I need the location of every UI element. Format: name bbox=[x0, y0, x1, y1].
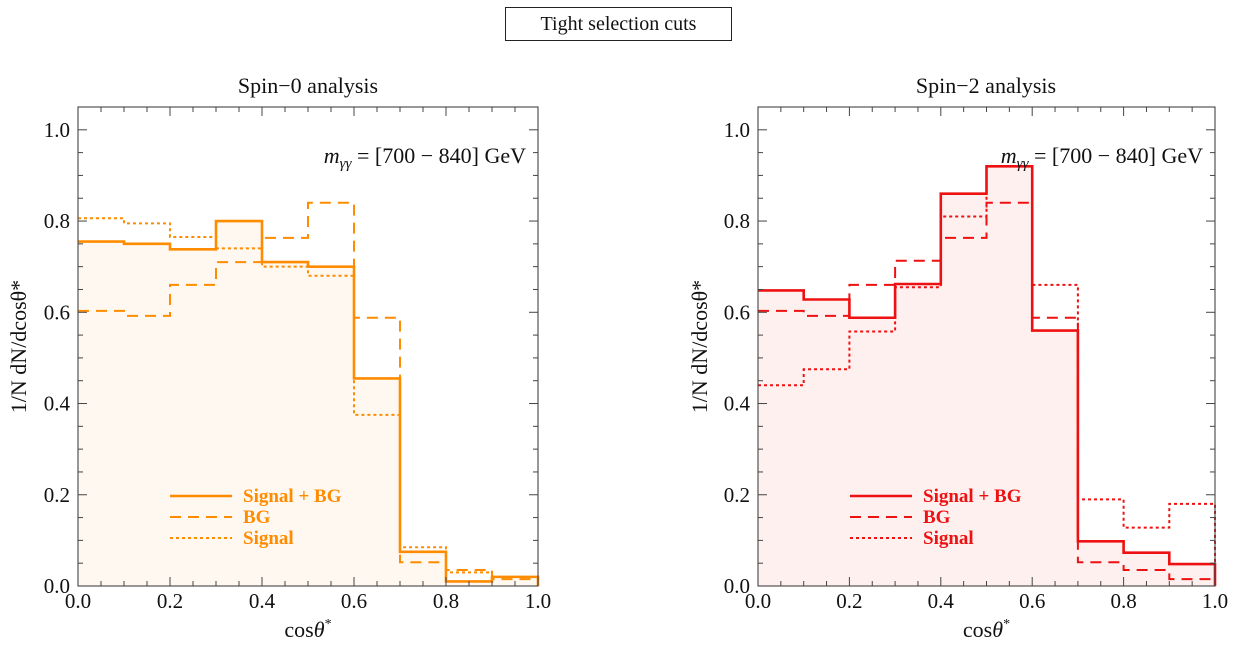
x-axis-label: cosθ* bbox=[284, 617, 331, 642]
y-axis-label: 1/N dN/dcosθ* bbox=[6, 280, 31, 413]
y-tick-label: 0.4 bbox=[44, 392, 71, 416]
legend-label: Signal + BG bbox=[243, 486, 342, 507]
header-box: Tight selection cuts bbox=[505, 7, 732, 41]
legend-label: Signal + BG bbox=[923, 486, 1022, 507]
header-title: Tight selection cuts bbox=[540, 12, 697, 35]
mass-window-annotation: mγγ = [700 − 840] GeV bbox=[1001, 143, 1203, 172]
x-tick-label: 1.0 bbox=[1202, 589, 1228, 613]
x-tick-label: 0.0 bbox=[65, 589, 91, 613]
x-tick-label: 0.4 bbox=[928, 589, 955, 613]
x-tick-label: 0.6 bbox=[1019, 589, 1045, 613]
series-line-signal-bg bbox=[758, 165, 1217, 586]
y-tick-label: 0.2 bbox=[44, 483, 70, 507]
x-axis-label: cosθ* bbox=[963, 617, 1010, 642]
y-tick-label: 0.8 bbox=[724, 209, 750, 233]
y-tick-label: 0.2 bbox=[724, 483, 750, 507]
x-tick-label: 0.2 bbox=[836, 589, 862, 613]
x-tick-label: 1.0 bbox=[525, 589, 551, 613]
x-tick-label: 0.0 bbox=[745, 589, 771, 613]
y-tick-label: 1.0 bbox=[724, 118, 750, 142]
x-tick-label: 0.8 bbox=[433, 589, 459, 613]
series-line-bg bbox=[78, 201, 539, 586]
panel-title: Spin−2 analysis bbox=[916, 73, 1056, 98]
y-tick-label: 0.0 bbox=[724, 574, 750, 598]
y-tick-label: 0.6 bbox=[44, 300, 70, 324]
mass-window-annotation: mγγ = [700 − 840] GeV bbox=[324, 143, 526, 172]
legend-label: BG bbox=[243, 507, 271, 528]
y-tick-label: 0.4 bbox=[724, 392, 751, 416]
panel-title: Spin−0 analysis bbox=[238, 73, 378, 98]
chart-panel-1: Spin−2 analysis 0.0 0.2 0.4 0.6 0.8 1.0 0.0 0.2 0… bbox=[687, 73, 1228, 642]
series-line-signal bbox=[78, 217, 539, 586]
y-tick-label: 0.0 bbox=[44, 574, 70, 598]
x-tick-label: 0.8 bbox=[1110, 589, 1136, 613]
area-fill bbox=[758, 166, 1215, 587]
legend-label: Signal bbox=[923, 528, 974, 549]
chart-panel-0: Spin−0 analysis 0.0 0.2 0.4 0.6 0.8 1.0 0.0 0.2 0… bbox=[6, 73, 551, 642]
x-tick-label: 0.6 bbox=[341, 589, 367, 613]
legend-label: BG bbox=[923, 507, 951, 528]
area-fill bbox=[78, 221, 538, 587]
x-tick-label: 0.4 bbox=[249, 589, 276, 613]
y-tick-label: 1.0 bbox=[44, 118, 70, 142]
y-tick-label: 0.6 bbox=[724, 300, 750, 324]
y-axis-label: 1/N dN/dcosθ* bbox=[687, 280, 712, 413]
y-tick-label: 0.8 bbox=[44, 209, 70, 233]
x-tick-label: 0.2 bbox=[157, 589, 183, 613]
legend-label: Signal bbox=[243, 528, 294, 549]
